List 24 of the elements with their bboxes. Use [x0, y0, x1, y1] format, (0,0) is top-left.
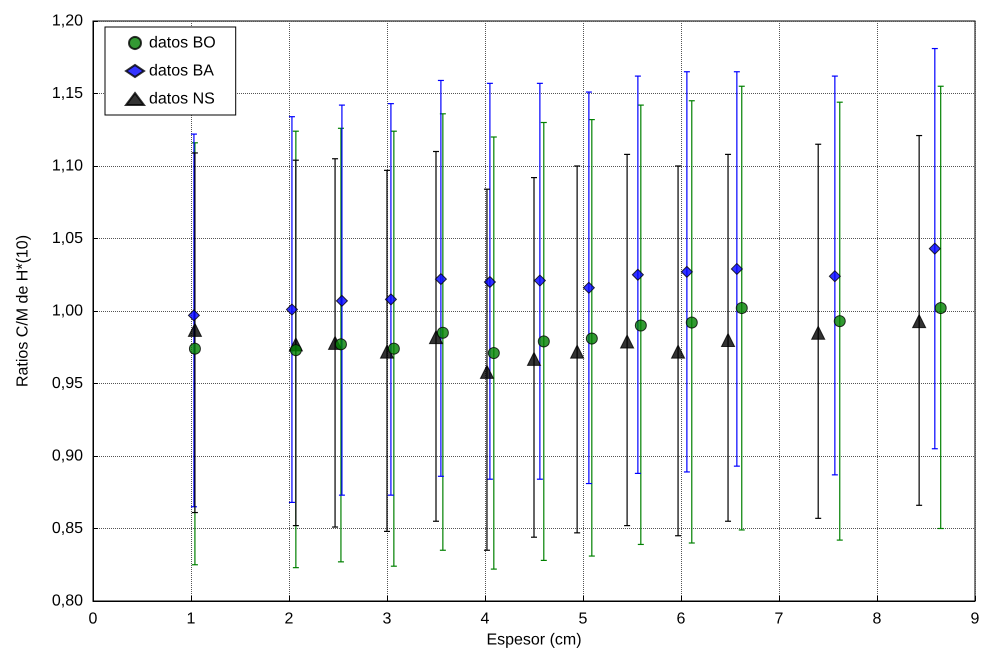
- x-tick-label: 7: [774, 610, 784, 628]
- y-tick-label: 0,95: [52, 375, 84, 392]
- legend-label: datos BA: [149, 62, 214, 80]
- y-tick-label: 0,85: [52, 520, 84, 537]
- y-tick-label: 1,20: [52, 12, 84, 30]
- y-tick-label: 0,90: [52, 448, 84, 464]
- x-tick-label: 4: [480, 610, 490, 628]
- x-tick-label: 6: [676, 610, 686, 628]
- legend-label: datos NS: [149, 90, 215, 108]
- x-tick-label: 9: [970, 610, 980, 628]
- y-tick-label: 0,80: [52, 592, 84, 610]
- y-axis-title: Ratios C/M de H*(10): [14, 234, 32, 388]
- x-tick-label: 5: [578, 610, 588, 628]
- x-tick-label: 8: [872, 610, 882, 628]
- legend-label: datos BO: [149, 34, 216, 52]
- x-tick-label: 2: [284, 610, 294, 628]
- x-tick-label: 1: [186, 610, 196, 628]
- x-axis-title: Espesor (cm): [486, 631, 582, 648]
- y-tick-label: 1,05: [52, 230, 84, 247]
- x-tick-label: 3: [382, 610, 392, 628]
- y-tick-label: 1,15: [52, 85, 84, 102]
- y-tick-label: 1,10: [52, 158, 84, 174]
- y-tick-label: 1,00: [52, 302, 84, 320]
- x-tick-label: 0: [88, 610, 98, 628]
